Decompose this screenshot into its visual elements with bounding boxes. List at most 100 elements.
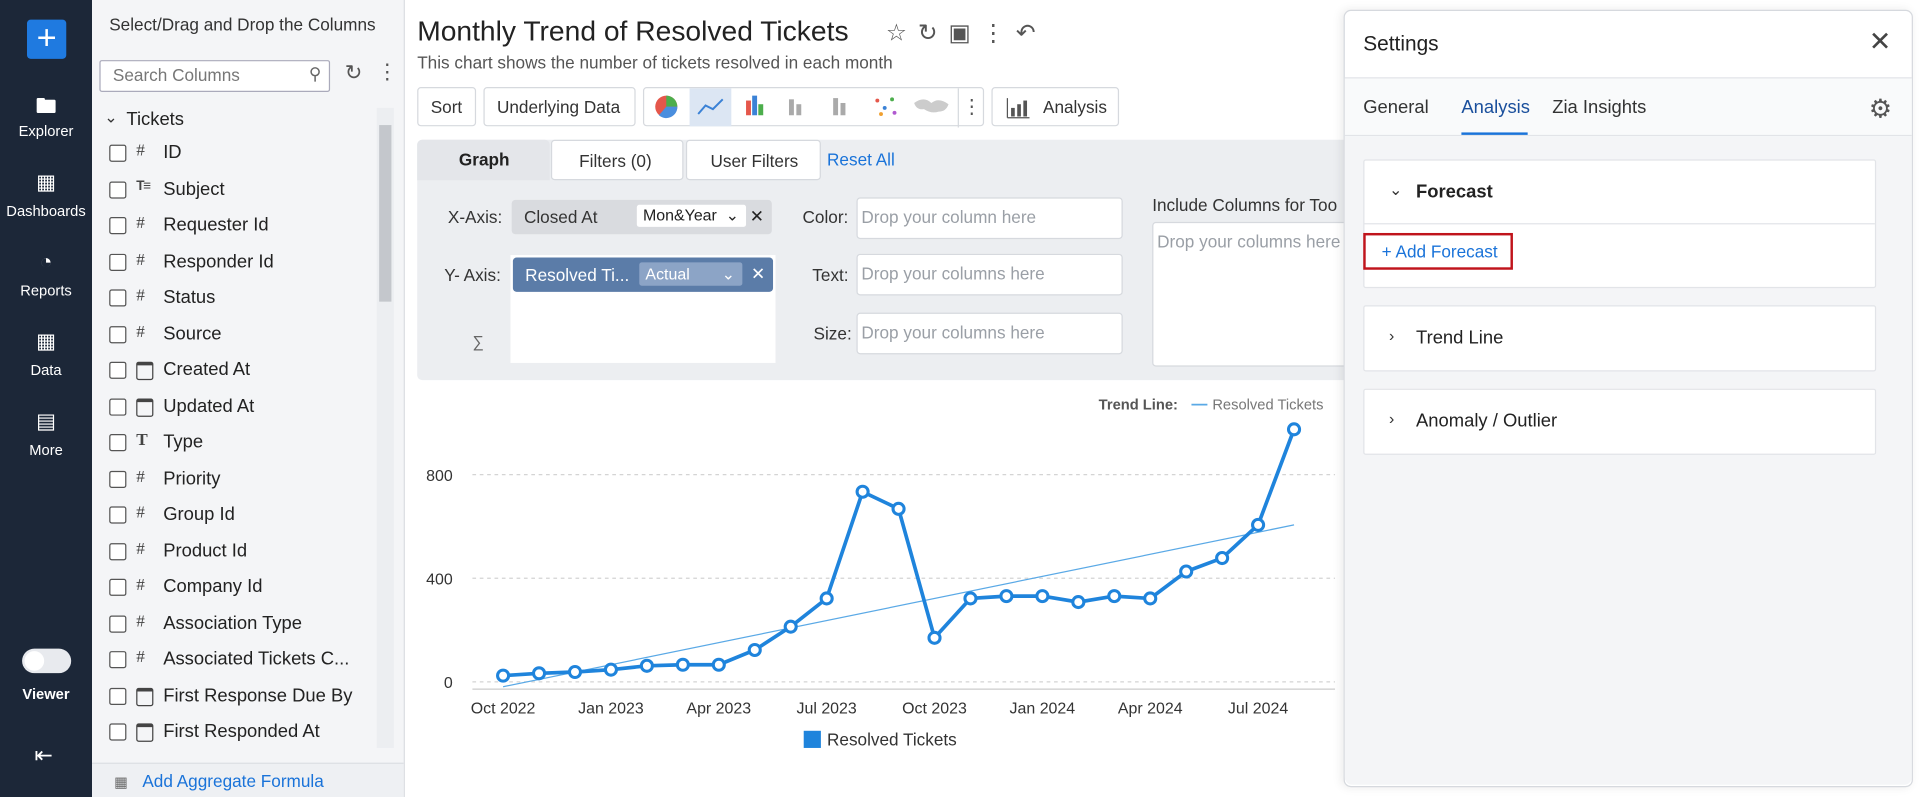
column-name[interactable]: Updated At <box>163 395 255 417</box>
settings-tabs: General Analysis Zia Insights <box>1344 78 1912 137</box>
nav-icon[interactable]: ▦ <box>36 170 56 194</box>
checkbox[interactable] <box>109 542 127 560</box>
underlying-data-button[interactable]: Underlying Data <box>483 87 636 127</box>
column-name[interactable]: Status <box>163 286 216 308</box>
checkbox[interactable] <box>109 361 127 379</box>
tab-label: User Filters <box>710 150 799 171</box>
column-name[interactable]: Priority <box>163 467 221 489</box>
checkbox[interactable] <box>109 289 127 307</box>
close-button[interactable]: ✕ <box>1868 25 1892 57</box>
chart-type-bar[interactable]: ⋮ <box>642 87 985 128</box>
nav-icon[interactable]: 🖿 <box>35 94 57 118</box>
x-axis-pill[interactable]: Closed At Mon&Year ⌄ ✕ <box>511 199 772 235</box>
settings-gear[interactable]: ⚙ <box>1868 95 1892 124</box>
column-name[interactable]: Association Type <box>163 612 303 634</box>
checkbox[interactable] <box>109 651 127 669</box>
legend-label: Resolved Tickets <box>827 730 957 750</box>
add-forecast-button[interactable]: + Add Forecast <box>1363 232 1513 270</box>
text-drop[interactable]: Drop your columns here <box>856 253 1123 296</box>
section-title[interactable]: Trend Line <box>1416 327 1504 349</box>
data-point <box>1251 517 1266 532</box>
checkbox[interactable] <box>109 434 127 452</box>
data-point <box>567 664 583 680</box>
column-name[interactable]: First Response Due By <box>163 684 353 706</box>
checkbox[interactable] <box>109 687 127 705</box>
type-icon: # <box>136 214 145 233</box>
sort-button[interactable]: Sort <box>417 87 477 127</box>
pill-agg[interactable]: Actual ⌄ <box>639 262 743 286</box>
search-box[interactable]: Search Columns ⚲ <box>99 60 331 92</box>
date-icon <box>136 687 154 706</box>
column-name[interactable]: First Responded At <box>163 720 320 742</box>
settings-tab[interactable]: General <box>1363 96 1429 118</box>
section-chevron[interactable]: › <box>1389 409 1395 428</box>
checkbox[interactable] <box>109 578 127 596</box>
add-button[interactable]: + <box>26 19 67 59</box>
toggle[interactable] <box>22 648 72 674</box>
header-icons[interactable]: ☆↻▣⋮↶ <box>885 20 1047 47</box>
checkbox[interactable] <box>109 506 127 524</box>
pill-agg[interactable]: Mon&Year ⌄ <box>636 204 747 227</box>
color-drop[interactable]: Drop your column here <box>856 197 1123 240</box>
nav-icon[interactable]: ▦ <box>36 329 56 354</box>
tab-label: Filters (0) <box>579 150 652 171</box>
checkbox[interactable] <box>109 325 127 343</box>
nav-icon[interactable]: ▤ <box>36 409 56 433</box>
size-drop[interactable]: Drop your columns here <box>856 312 1123 355</box>
section-chevron[interactable]: ⌄ <box>1389 180 1403 199</box>
column-name[interactable]: Company Id <box>163 576 263 598</box>
column-name[interactable]: Source <box>163 323 222 344</box>
add-aggregate-link[interactable]: Add Aggregate Formula <box>142 771 324 791</box>
text-label: Text: <box>812 264 849 285</box>
column-name[interactable]: Responder Id <box>163 250 274 272</box>
section-title[interactable]: Anomaly / Outlier <box>1416 410 1558 432</box>
checkbox[interactable] <box>109 397 127 416</box>
filters-tab[interactable]: Filters (0) <box>550 139 684 181</box>
date-icon <box>136 397 154 417</box>
y-axis-pill[interactable]: Resolved Ti... Actual ⌄ ✕ <box>512 257 774 292</box>
y-axis-label: Y- Axis: <box>444 264 501 285</box>
column-name[interactable]: Subject <box>163 178 225 200</box>
refresh-icon[interactable]: ↻ <box>344 61 363 85</box>
analysis-button[interactable]: Analysis <box>991 87 1120 127</box>
nav-icon[interactable]: ◔ <box>39 250 53 274</box>
column-name[interactable]: Requester Id <box>163 214 269 236</box>
graph-tab[interactable]: Graph <box>417 139 550 181</box>
chart: 0 400 800 Oct 2022 Jan 2023 Apr 2023 Jul 2023 O… <box>426 398 1336 750</box>
scrollbar[interactable] <box>376 107 394 748</box>
section-title[interactable]: Forecast <box>1416 181 1493 203</box>
checkbox[interactable] <box>109 470 127 488</box>
column-name[interactable]: Associated Tickets C... <box>163 648 350 670</box>
nav-label[interactable]: Explorer <box>18 122 74 140</box>
settings-tab[interactable]: Analysis <box>1461 96 1530 118</box>
checkbox[interactable] <box>109 217 127 235</box>
nav-label[interactable]: Reports <box>20 282 72 300</box>
nav-label[interactable]: Dashboards <box>6 202 86 220</box>
column-name[interactable]: ID <box>163 142 182 164</box>
type-icon: # <box>136 576 145 595</box>
checkbox[interactable] <box>109 614 127 633</box>
more-icon[interactable]: ⋮ <box>376 60 398 84</box>
reset-all-link[interactable]: Reset All <box>827 149 895 170</box>
checkbox[interactable] <box>109 144 127 162</box>
user-filters-tab[interactable]: User Filters <box>685 139 821 181</box>
x-tick-label: Oct 2022 <box>471 701 536 718</box>
column-name[interactable]: Product Id <box>163 540 248 561</box>
settings-tab[interactable]: Zia Insights <box>1552 96 1647 118</box>
collapse-icon[interactable]: ⇤ <box>34 743 53 768</box>
checkbox[interactable] <box>109 723 127 741</box>
panel-title: Select/Drag and Drop the Columns <box>109 14 376 35</box>
nav-label[interactable]: More <box>29 441 63 459</box>
search-placeholder: Search Columns <box>112 64 240 85</box>
column-name[interactable]: Created At <box>163 359 251 381</box>
tooltip-drop[interactable]: Drop your columns here <box>1152 221 1361 367</box>
section-chevron[interactable]: › <box>1389 326 1395 345</box>
trend-line <box>502 524 1295 688</box>
checkbox[interactable] <box>109 180 127 199</box>
checkbox[interactable] <box>109 253 127 271</box>
data-point <box>783 619 798 634</box>
column-name[interactable]: Type <box>163 431 204 453</box>
nav-label[interactable]: Data <box>30 361 62 379</box>
column-name[interactable]: Group Id <box>163 503 235 525</box>
table-chevron[interactable]: ⌄ <box>104 107 118 127</box>
